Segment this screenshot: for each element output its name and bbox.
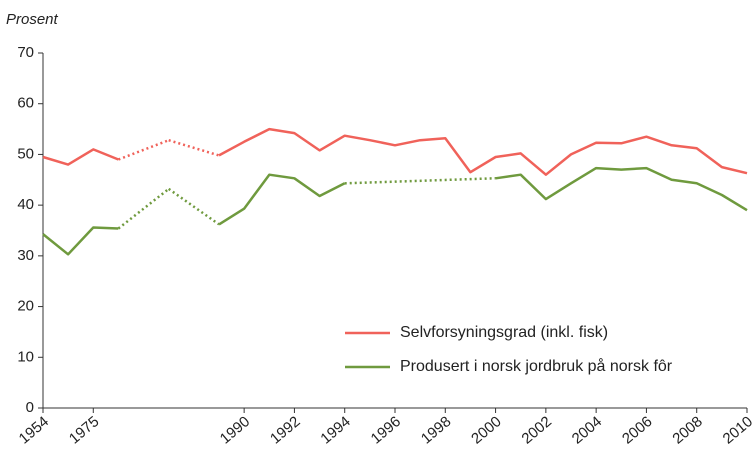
x-tick-label: 2006 — [619, 413, 655, 447]
y-tick-label: 40 — [17, 196, 34, 213]
x-tick-label: 2008 — [669, 413, 705, 447]
x-tick-label: 1998 — [418, 413, 454, 447]
series-line — [42, 148, 119, 166]
legend-label: Produsert i norsk jordbruk på norsk fôr — [400, 357, 673, 375]
x-tick-label: 2004 — [569, 413, 605, 447]
legend-label: Selvforsyningsgrad (inkl. fisk) — [400, 324, 608, 341]
x-tick-label: 1992 — [267, 413, 303, 447]
x-tick-label: 1994 — [317, 413, 353, 447]
y-tick-label: 10 — [17, 348, 34, 365]
gap-connector — [117, 187, 170, 230]
gap-connector — [167, 187, 220, 226]
x-tick-label: 1996 — [368, 413, 404, 447]
series-line — [218, 173, 346, 226]
gap-connector — [117, 139, 170, 161]
y-axis-label: Prosent — [6, 11, 59, 28]
x-tick-label: 2000 — [468, 413, 504, 447]
series-line — [495, 166, 748, 212]
y-tick-label: 60 — [17, 95, 34, 112]
y-tick-label: 20 — [17, 298, 34, 315]
y-tick-label: 30 — [17, 247, 34, 264]
series-line — [218, 127, 748, 176]
x-tick-label: 1990 — [217, 413, 253, 447]
series-line — [42, 226, 119, 256]
x-tick-label: 1954 — [16, 413, 52, 447]
gap-connector — [168, 139, 220, 157]
gap-connector — [344, 177, 496, 185]
y-tick-label: 70 — [17, 44, 34, 61]
y-tick-label: 0 — [26, 399, 34, 416]
x-tick-label: 2010 — [720, 413, 754, 447]
x-tick-label: 1975 — [66, 413, 102, 447]
x-tick-label: 2002 — [518, 413, 554, 447]
y-tick-label: 50 — [17, 145, 34, 162]
